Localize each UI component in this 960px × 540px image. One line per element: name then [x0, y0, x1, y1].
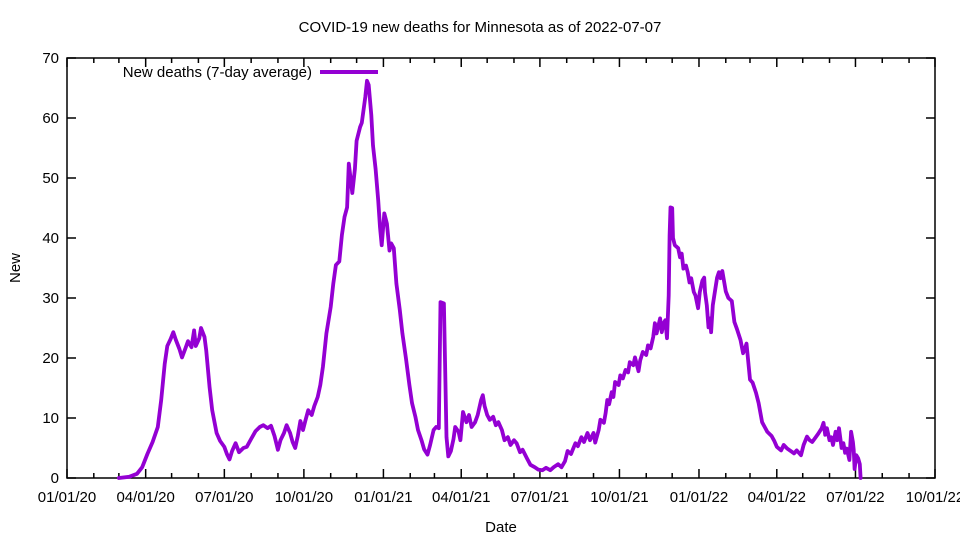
legend-label: New deaths (7-day average) — [123, 64, 312, 81]
x-tick-label: 04/01/21 — [432, 489, 490, 506]
new-deaths-line — [117, 78, 863, 480]
x-tick-label: 04/01/20 — [116, 489, 174, 506]
legend: New deaths (7-day average) — [123, 64, 378, 81]
x-tick-label: 10/01/21 — [590, 489, 648, 506]
x-tick-label: 01/01/21 — [354, 489, 412, 506]
y-tick-label: 30 — [42, 290, 59, 307]
chart-title: COVID-19 new deaths for Minnesota as of … — [299, 19, 662, 36]
y-tick-label: 20 — [42, 350, 59, 367]
y-tick-label: 60 — [42, 110, 59, 127]
x-tick-label: 07/01/21 — [511, 489, 569, 506]
y-tick-label: 50 — [42, 170, 59, 187]
x-tick-label: 07/01/22 — [826, 489, 884, 506]
x-tick-label: 01/01/22 — [670, 489, 728, 506]
plot-border — [66, 57, 936, 479]
x-axis-title: Date — [485, 519, 517, 536]
y-tick-label: 0 — [51, 470, 59, 487]
y-axis-title: New — [7, 253, 24, 283]
x-tick-label: 07/01/20 — [195, 489, 253, 506]
x-tick-label: 10/01/22 — [906, 489, 960, 506]
x-tick-label: 10/01/20 — [275, 489, 333, 506]
y-tick-label: 40 — [42, 230, 59, 247]
x-tick-label: 04/01/22 — [748, 489, 806, 506]
axis-ticks: 0 10 20 30 40 50 60 70 01/01/20 04/01/20 07/01/20 1… — [38, 50, 960, 506]
y-tick-label: 10 — [42, 410, 59, 427]
x-tick-label: 01/01/20 — [38, 489, 96, 506]
y-tick-label: 70 — [42, 50, 59, 67]
